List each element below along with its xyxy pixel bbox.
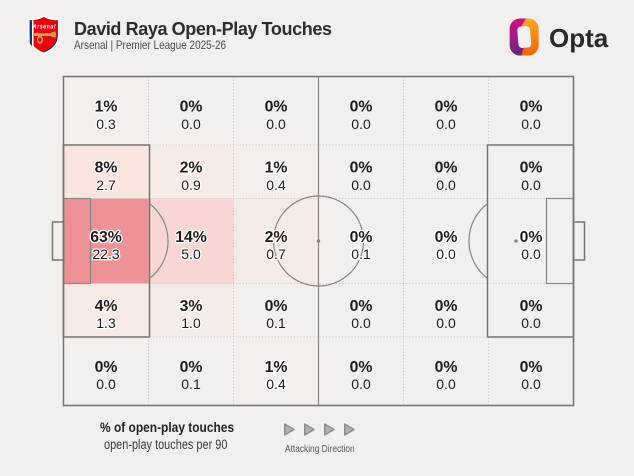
svg-text:5.0: 5.0 [181,246,201,262]
svg-text:0.0: 0.0 [436,376,456,392]
svg-text:0.1: 0.1 [266,315,286,331]
svg-text:63%: 63% [90,229,122,246]
svg-text:1%: 1% [265,160,288,177]
svg-text:0.0: 0.0 [521,177,541,193]
svg-text:0%: 0% [520,229,543,246]
svg-text:Arsenal: Arsenal [32,24,56,31]
svg-text:0.7: 0.7 [266,246,286,262]
svg-text:0.1: 0.1 [351,246,371,262]
svg-text:0%: 0% [265,99,288,116]
svg-text:0.0: 0.0 [351,116,371,132]
svg-text:0.3: 0.3 [96,116,116,132]
svg-text:0%: 0% [520,99,543,116]
svg-text:0%: 0% [350,160,373,177]
svg-text:2%: 2% [180,160,203,177]
svg-text:2.7: 2.7 [96,177,116,193]
svg-text:0.9: 0.9 [181,177,201,193]
svg-text:0%: 0% [435,99,458,116]
svg-text:8%: 8% [95,160,118,177]
svg-text:22.3: 22.3 [92,246,119,262]
svg-text:0.0: 0.0 [351,376,371,392]
svg-text:0.0: 0.0 [521,116,541,132]
svg-text:14%: 14% [175,229,207,246]
svg-text:0.0: 0.0 [436,177,456,193]
svg-text:1%: 1% [265,359,288,376]
svg-text:0.0: 0.0 [351,315,371,331]
svg-text:0%: 0% [265,298,288,315]
svg-text:0.0: 0.0 [181,116,201,132]
svg-text:4%: 4% [95,298,118,315]
svg-text:3%: 3% [180,298,203,315]
svg-text:0%: 0% [435,359,458,376]
svg-text:0.4: 0.4 [266,376,286,392]
svg-text:0%: 0% [350,229,373,246]
svg-text:2%: 2% [265,229,288,246]
svg-text:0.0: 0.0 [521,315,541,331]
svg-text:0.0: 0.0 [436,315,456,331]
svg-text:0.0: 0.0 [436,246,456,262]
svg-text:0%: 0% [350,99,373,116]
svg-text:0%: 0% [435,298,458,315]
svg-text:1%: 1% [95,99,118,116]
svg-text:0%: 0% [520,160,543,177]
svg-text:0%: 0% [95,359,118,376]
svg-text:0%: 0% [180,99,203,116]
svg-text:0%: 0% [350,298,373,315]
svg-text:0%: 0% [180,359,203,376]
svg-text:0.1: 0.1 [181,376,201,392]
svg-text:0%: 0% [350,359,373,376]
svg-text:0.0: 0.0 [521,246,541,262]
svg-text:0%: 0% [520,359,543,376]
svg-text:0.0: 0.0 [521,376,541,392]
svg-text:0%: 0% [435,160,458,177]
svg-text:0%: 0% [520,298,543,315]
svg-text:0.0: 0.0 [436,116,456,132]
svg-text:Opta: Opta [549,23,609,53]
svg-text:0.0: 0.0 [266,116,286,132]
svg-text:0.0: 0.0 [96,376,116,392]
svg-text:0%: 0% [435,229,458,246]
svg-text:0.4: 0.4 [266,177,286,193]
svg-text:1.0: 1.0 [181,315,201,331]
svg-text:0.0: 0.0 [351,177,371,193]
svg-text:1.3: 1.3 [96,315,116,331]
